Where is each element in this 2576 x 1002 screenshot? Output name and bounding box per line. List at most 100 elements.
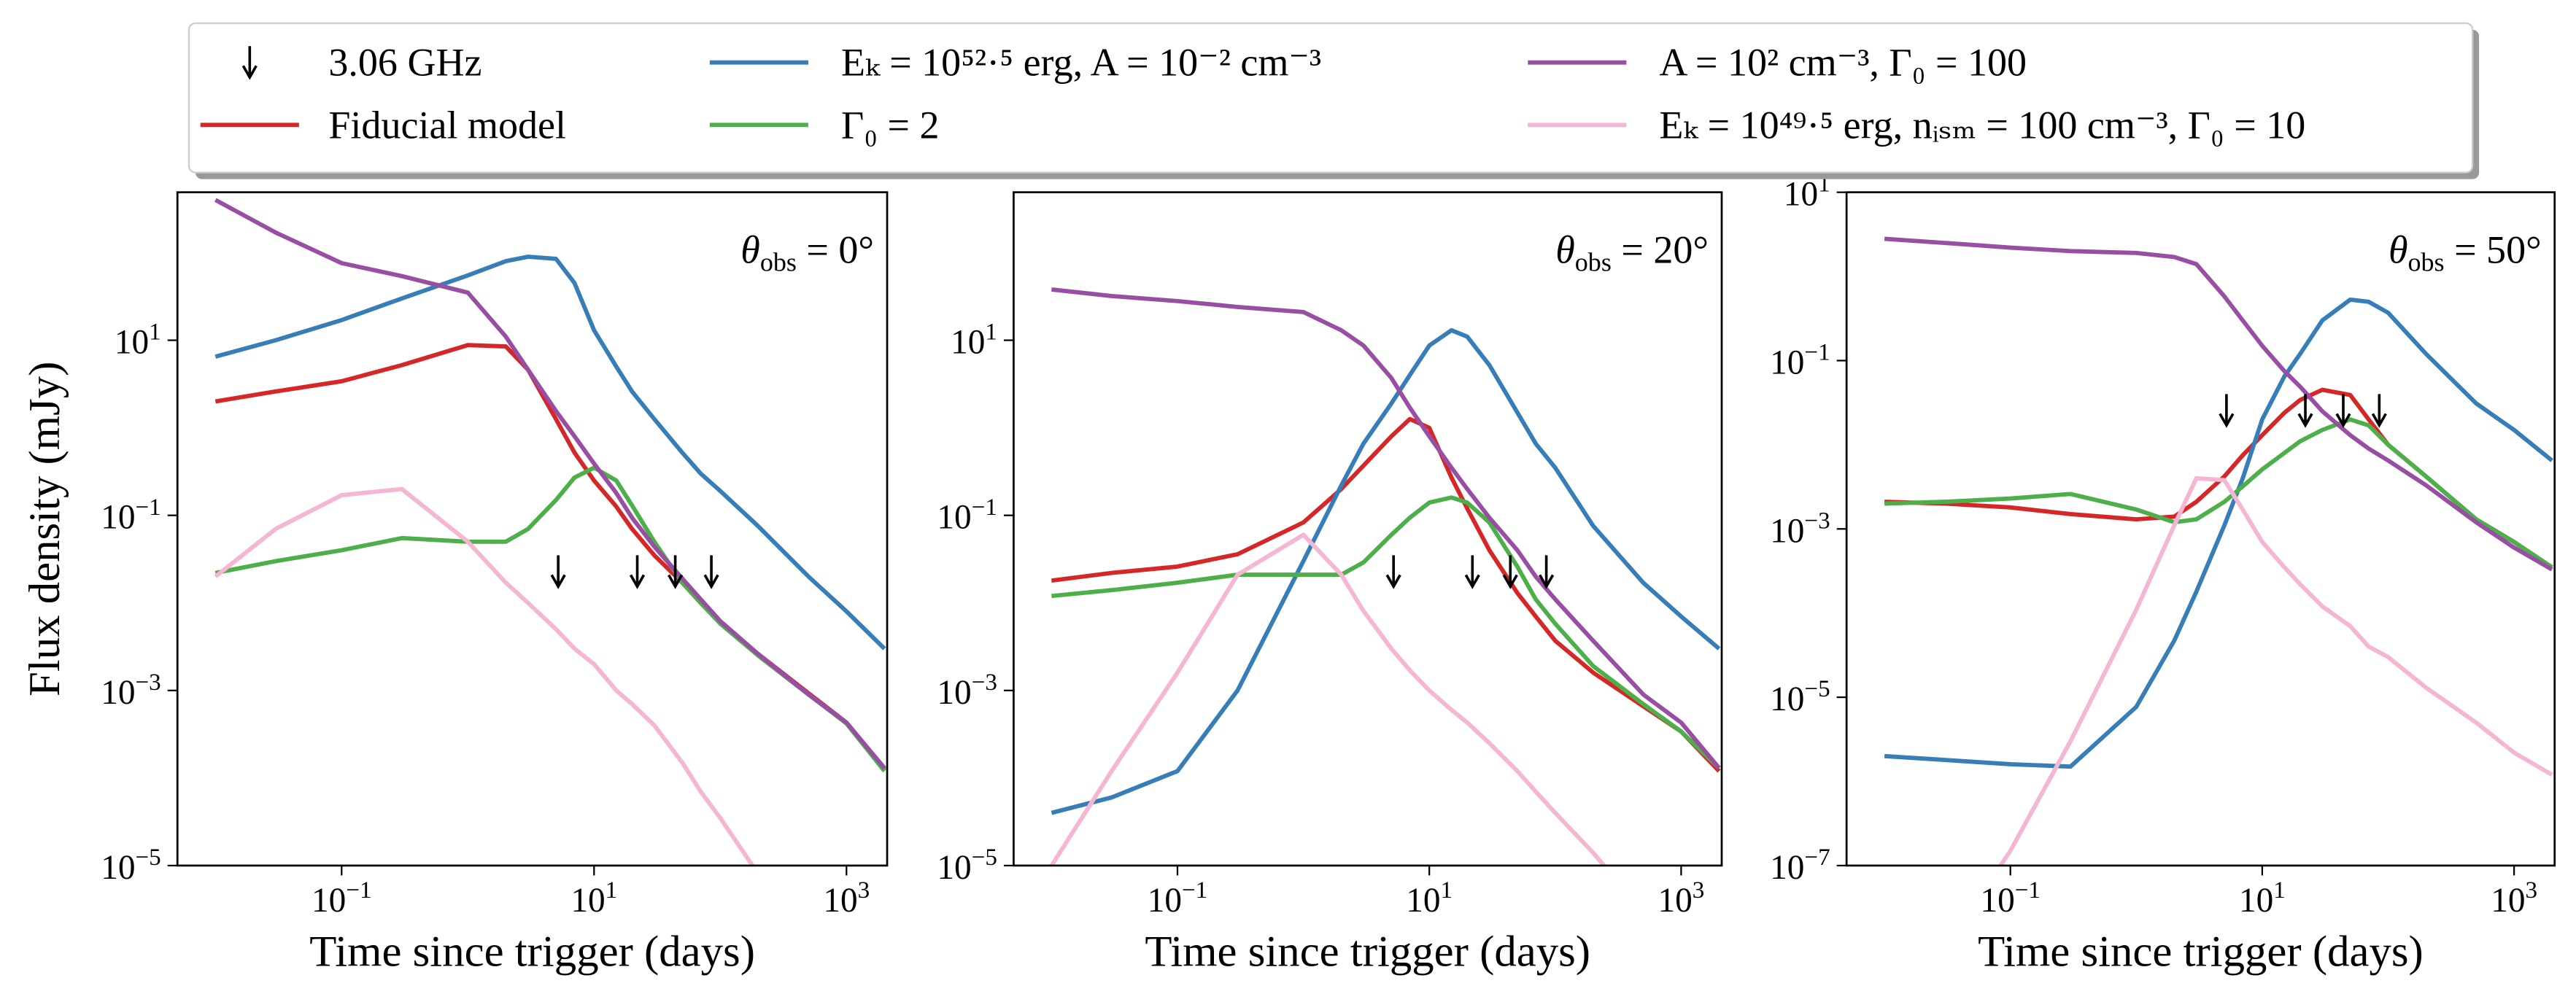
y-tick-label-exponent: 1 xyxy=(985,319,997,346)
x-tick-label-exponent: −1 xyxy=(2015,877,2041,904)
upper-limit-head xyxy=(2219,413,2235,428)
y-tick-label: 10−1 xyxy=(101,494,161,537)
panel-annotation: θobs = 0° xyxy=(740,228,874,276)
x-tick-label: 103 xyxy=(2491,877,2537,920)
x-tick-label: 101 xyxy=(1406,877,1453,920)
x-tick-label-exponent: 1 xyxy=(606,877,618,904)
x-tick-label: 10−1 xyxy=(1980,877,2041,920)
series-line xyxy=(1997,475,2553,866)
upper-limit-head xyxy=(703,574,719,589)
y-tick-label: 10−3 xyxy=(1770,508,1830,550)
x-tick-label-exponent: 3 xyxy=(1693,877,1705,904)
axes-frame xyxy=(1013,191,1723,867)
y-tick-label-base: 10 xyxy=(1770,512,1804,550)
annotation-subscript: obs xyxy=(1575,248,1612,277)
upper-limit xyxy=(1539,555,1555,589)
y-tick-label-base: 10 xyxy=(937,499,971,537)
x-tick-label: 101 xyxy=(570,877,617,920)
series-line xyxy=(1884,236,2553,572)
upper-limit xyxy=(629,555,646,589)
y-tick-label-exponent: −5 xyxy=(1804,676,1830,702)
y-tick-label-base: 10 xyxy=(115,324,149,362)
y-tick-label: 10−5 xyxy=(1770,676,1830,718)
upper-limit xyxy=(2371,394,2387,428)
upper-limit xyxy=(668,555,684,589)
annotation-symbol: θ xyxy=(2389,228,2408,271)
x-tick-label-exponent: 1 xyxy=(2273,877,2286,904)
upper-limit xyxy=(703,555,719,589)
panel-annotation: θobs = 20° xyxy=(1555,228,1709,276)
y-tick-label: 10−1 xyxy=(937,494,997,537)
x-tick-label-exponent: −1 xyxy=(346,877,371,904)
y-tick-label-base: 10 xyxy=(951,324,985,362)
y-tick-label-exponent: −3 xyxy=(972,669,997,696)
y-tick-label: 10−3 xyxy=(101,669,161,712)
upper-limit-head xyxy=(668,574,684,589)
legend-frame xyxy=(187,22,2474,174)
series-line xyxy=(1049,532,1607,866)
y-tick-label-base: 10 xyxy=(1770,680,1804,718)
legend-label: Eₖ = 10⁴⁹·⁵ erg, nᵢₛₘ = 100 cm⁻³, Γ₀ = 1… xyxy=(1659,103,2305,147)
upper-limit xyxy=(241,46,258,80)
y-tick-label-base: 10 xyxy=(101,849,135,887)
axes-frame xyxy=(176,191,889,867)
y-tick-label-exponent: −1 xyxy=(972,494,997,521)
x-tick-label-base: 10 xyxy=(1406,882,1440,920)
legend-label: Fiducial model xyxy=(328,103,566,147)
legend-label: 3.06 GHz xyxy=(328,41,481,85)
x-tick-label: 103 xyxy=(823,877,870,920)
annotation-subscript: obs xyxy=(2408,248,2445,277)
series-line xyxy=(214,198,886,770)
upper-limit-head xyxy=(2371,413,2387,428)
upper-limit-head xyxy=(2297,413,2313,428)
series-line xyxy=(1884,417,2553,570)
y-tick-label-base: 10 xyxy=(1770,343,1804,381)
x-tick-label-base: 10 xyxy=(570,882,605,920)
upper-limit xyxy=(2297,394,2313,428)
y-tick-label-exponent: −3 xyxy=(135,669,160,696)
plot-area xyxy=(214,198,886,866)
x-tick-label-base: 10 xyxy=(312,882,346,920)
x-tick-label-base: 10 xyxy=(1148,882,1182,920)
upper-limit xyxy=(1385,555,1401,589)
y-tick-label-base: 10 xyxy=(937,674,971,712)
upper-limit-head xyxy=(629,574,646,589)
annotation-symbol: θ xyxy=(740,228,760,271)
x-tick-label: 101 xyxy=(2239,877,2286,920)
y-tick-label: 10−7 xyxy=(1770,844,1830,887)
upper-limit xyxy=(2219,394,2235,428)
y-tick-label-base: 10 xyxy=(1784,176,1818,214)
x-axis-label: Time since trigger (days) xyxy=(1145,927,1590,976)
y-tick-label-exponent: −1 xyxy=(1804,340,1830,366)
upper-limit-head xyxy=(241,65,258,80)
x-tick-label-base: 10 xyxy=(823,882,857,920)
y-tick-label-exponent: 1 xyxy=(149,319,161,346)
x-tick-label-exponent: −1 xyxy=(1182,877,1207,904)
x-tick-label-base: 10 xyxy=(1980,882,2014,920)
y-tick-label: 10−5 xyxy=(101,844,161,887)
panel-annotation: θobs = 50° xyxy=(2389,228,2542,276)
legend-label: Γ₀ = 2 xyxy=(841,103,940,147)
upper-limit-head xyxy=(1502,574,1518,589)
upper-limit xyxy=(2335,394,2351,428)
y-tick-label: 101 xyxy=(951,319,997,362)
series-line xyxy=(1884,297,2553,769)
x-tick-label: 10−1 xyxy=(1148,877,1208,920)
upper-limit-head xyxy=(1539,574,1555,589)
x-tick-label-exponent: 3 xyxy=(2525,877,2537,904)
x-axis-label: Time since trigger (days) xyxy=(309,927,755,976)
y-tick-label: 101 xyxy=(115,319,161,362)
upper-limit xyxy=(550,555,566,589)
x-tick-label-exponent: 3 xyxy=(858,877,870,904)
y-tick-label: 10−5 xyxy=(937,844,997,887)
y-tick-label-base: 10 xyxy=(101,674,135,712)
series-line xyxy=(1051,287,1721,770)
series-line xyxy=(1051,495,1721,770)
upper-limit-head xyxy=(550,574,566,589)
x-tick-label-base: 10 xyxy=(1658,882,1692,920)
upper-limit-head xyxy=(2335,413,2351,428)
y-tick-label: 10−3 xyxy=(937,669,997,712)
y-tick-label-base: 10 xyxy=(101,499,135,537)
x-tick-label: 103 xyxy=(1658,877,1704,920)
